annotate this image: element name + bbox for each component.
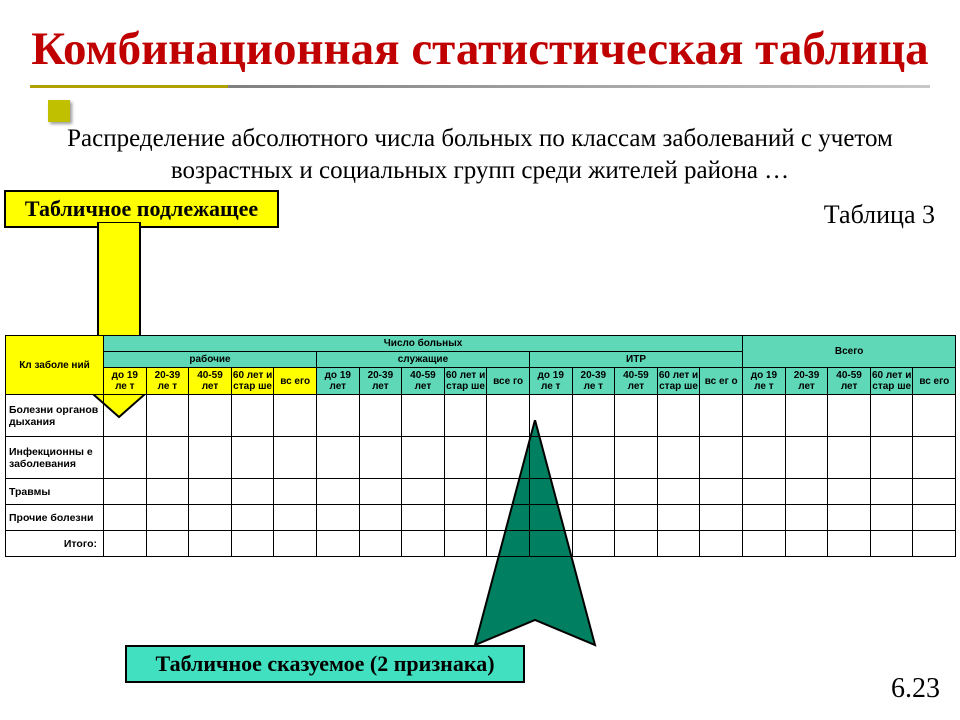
stub-head: Кл заболе ний xyxy=(6,336,104,395)
age-col: 40-59 лет xyxy=(615,368,658,395)
age-col: до 19 ле т xyxy=(104,368,147,395)
total-header: Всего xyxy=(743,336,956,368)
age-col: до 19 лет xyxy=(316,368,359,395)
age-col: вс ег о xyxy=(700,368,743,395)
callout-predicate: Табличное сказуемое (2 признака) xyxy=(125,645,525,683)
row-label: Прочие болезни xyxy=(6,505,104,531)
age-col: 20-39 лет xyxy=(785,368,828,395)
age-col: 60 лет и стар ше xyxy=(870,368,913,395)
slide-title: Комбинационная статистическая таблица xyxy=(0,0,960,79)
age-col: 20-39 ле т xyxy=(146,368,189,395)
group-1: рабочие xyxy=(104,352,317,368)
age-col: вс его xyxy=(913,368,956,395)
age-col: 60 лет и стар ше xyxy=(231,368,274,395)
age-col: 40-59 лет xyxy=(189,368,232,395)
row-label: Итого: xyxy=(6,531,104,557)
group-3: ИТР xyxy=(529,352,742,368)
age-col: 40-59 лет xyxy=(402,368,445,395)
group-2: служащие xyxy=(316,352,529,368)
row-label: Болезни органов дыхания xyxy=(6,395,104,437)
age-col: 60 лет и стар ше xyxy=(444,368,487,395)
table-number: Таблица 3 xyxy=(824,200,935,230)
table-caption: Распределение абсолютного числа больных … xyxy=(60,123,900,188)
row-label: Травмы xyxy=(6,479,104,505)
stat-table: Кл заболе ний Число больных Всего рабочи… xyxy=(5,335,956,557)
age-col: 20-39 лет xyxy=(359,368,402,395)
page-number: 6.23 xyxy=(891,673,940,705)
title-bullet xyxy=(48,100,70,122)
age-col: все го xyxy=(487,368,530,395)
age-col: до 19 ле т xyxy=(743,368,786,395)
age-col: 60 лет и стар ше xyxy=(657,368,700,395)
super-header: Число больных xyxy=(104,336,743,352)
title-rule xyxy=(30,85,930,88)
callout-subject: Табличное подлежащее xyxy=(4,190,279,228)
age-col: до 19 ле т xyxy=(529,368,572,395)
age-col: 40-59 лет xyxy=(828,368,871,395)
row-label: Инфекционны е заболевания xyxy=(6,437,104,479)
age-col: 20-39 ле т xyxy=(572,368,615,395)
age-col: вс его xyxy=(274,368,317,395)
